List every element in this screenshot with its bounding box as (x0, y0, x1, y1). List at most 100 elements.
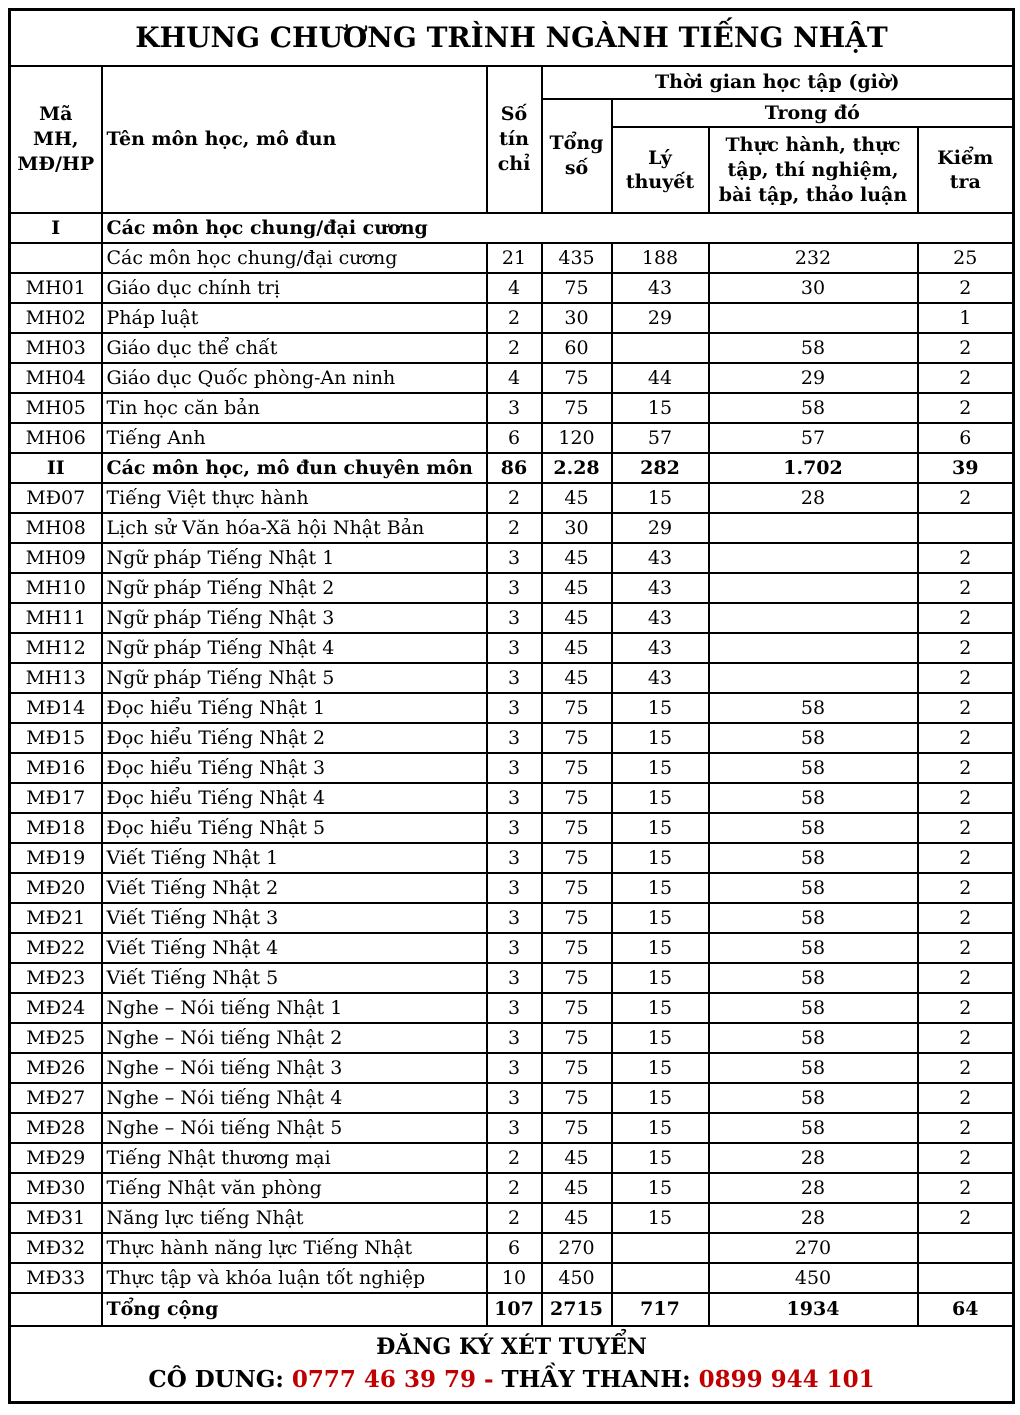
cell-practice: 58 (707, 752, 919, 785)
cell-total: 75 (540, 842, 613, 875)
cell-theory: 15 (610, 902, 710, 935)
cell-practice (707, 632, 919, 665)
cell-total: 2715 (540, 1292, 613, 1328)
page-title: KHUNG CHƯƠNG TRÌNH NGÀNH TIẾNG NHẬT (8, 8, 1015, 67)
cell-name: Các môn học, mô đun chuyên môn (100, 452, 488, 485)
cell-code: MĐ27 (8, 1082, 103, 1115)
cell-code: MĐ29 (8, 1142, 103, 1175)
cell-exam: 2 (916, 1202, 1015, 1235)
phone-number: 0777 46 39 79 (291, 1365, 476, 1393)
cell-name: Ngữ pháp Tiếng Nhật 2 (100, 572, 488, 605)
cell-theory: 15 (610, 392, 710, 425)
cell-exam: 2 (916, 662, 1015, 695)
cell-name: Nghe – Nói tiếng Nhật 3 (100, 1052, 488, 1085)
cell-credits: 3 (485, 962, 543, 995)
header-name: Tên môn học, mô đun (100, 64, 488, 215)
table-body: I Các môn học chung/đại cương Các môn học … (8, 212, 1015, 1328)
table-row: MH01 Giáo dục chính trị 4 75 43 30 2 (8, 272, 1015, 305)
table-row: MĐ25 Nghe – Nói tiếng Nhật 2 3 75 15 58 2 (8, 1022, 1015, 1055)
cell-total: 75 (540, 692, 613, 725)
cell-practice: 58 (707, 782, 919, 815)
cell-practice: 58 (707, 1052, 919, 1085)
cell-credits: 21 (485, 242, 543, 275)
cell-theory: 15 (610, 872, 710, 905)
cell-credits: 3 (485, 782, 543, 815)
cell-theory: 29 (610, 302, 710, 335)
cell-credits: 3 (485, 752, 543, 785)
cell-credits: 6 (485, 1232, 543, 1265)
cell-name: Đọc hiểu Tiếng Nhật 4 (100, 782, 488, 815)
cell-code: MH05 (8, 392, 103, 425)
table-row: MĐ17 Đọc hiểu Tiếng Nhật 4 3 75 15 58 2 (8, 782, 1015, 815)
cell-credits: 3 (485, 872, 543, 905)
cell-code: MĐ16 (8, 752, 103, 785)
cell-credits: 3 (485, 1112, 543, 1145)
cell-theory: 15 (610, 752, 710, 785)
table-row: MĐ21 Viết Tiếng Nhật 3 3 75 15 58 2 (8, 902, 1015, 935)
cell-total: 75 (540, 1022, 613, 1055)
cell-exam: 2 (916, 962, 1015, 995)
cell-name: Viết Tiếng Nhật 5 (100, 962, 488, 995)
cell-total: 75 (540, 902, 613, 935)
table-row: MĐ16 Đọc hiểu Tiếng Nhật 3 3 75 15 58 2 (8, 752, 1015, 785)
cell-code: MH12 (8, 632, 103, 665)
cell-theory: 57 (610, 422, 710, 455)
cell-practice: 58 (707, 842, 919, 875)
cell-total: 120 (540, 422, 613, 455)
cell-theory: 15 (610, 782, 710, 815)
cell-credits: 2 (485, 302, 543, 335)
header-practice: Thực hành, thực tập, thí nghiệm, bài tập… (707, 126, 919, 215)
table-row: MH05 Tin học căn bản 3 75 15 58 2 (8, 392, 1015, 425)
header-row-1: Mã MH, MĐ/HP Tên môn học, mô đun Số tín … (8, 64, 1015, 215)
cell-name: Thực tập và khóa luận tốt nghiệp (100, 1262, 488, 1295)
cell-name: Đọc hiểu Tiếng Nhật 1 (100, 692, 488, 725)
cell-total: 45 (540, 542, 613, 575)
table-row: MH10 Ngữ pháp Tiếng Nhật 2 3 45 43 2 (8, 572, 1015, 605)
cell-code: MĐ32 (8, 1232, 103, 1265)
cell-code: MH03 (8, 332, 103, 365)
cell-name: Ngữ pháp Tiếng Nhật 1 (100, 542, 488, 575)
cell-total: 30 (540, 302, 613, 335)
cell-credits: 6 (485, 422, 543, 455)
cell-practice: 58 (707, 932, 919, 965)
cell-credits: 2 (485, 1172, 543, 1205)
cell-theory: 15 (610, 932, 710, 965)
cell-practice: 58 (707, 872, 919, 905)
cell-code: MĐ24 (8, 992, 103, 1025)
cell-name: Đọc hiểu Tiếng Nhật 3 (100, 752, 488, 785)
header-row-3: Lý thuyết Thực hành, thực tập, thí nghiệ… (10, 126, 1015, 215)
cell-practice: 58 (707, 1082, 919, 1115)
cell-credits: 3 (485, 932, 543, 965)
cell-credits: 3 (485, 392, 543, 425)
cell-credits: 107 (485, 1292, 543, 1328)
cell-practice: 58 (707, 722, 919, 755)
cell-theory: 43 (610, 272, 710, 305)
header-row-2: Tổng số Trong đó (10, 97, 1015, 215)
section-summary-row: II Các môn học, mô đun chuyên môn 86 2.28 28… (8, 452, 1015, 485)
cell-code: MĐ14 (8, 692, 103, 725)
cell-theory: 43 (610, 572, 710, 605)
table-row: MĐ30 Tiếng Nhật văn phòng 2 45 15 28 2 (8, 1172, 1015, 1205)
cell-total: 435 (540, 242, 613, 275)
cell-exam: 2 (916, 572, 1015, 605)
cell-practice: 58 (707, 332, 919, 365)
table-row: MH06 Tiếng Anh 6 120 57 57 6 (8, 422, 1015, 455)
cell-exam: 39 (916, 452, 1015, 485)
cell-exam: 2 (916, 932, 1015, 965)
cell-practice: 29 (707, 362, 919, 395)
cell-credits: 3 (485, 572, 543, 605)
cell-practice: 1.702 (707, 452, 919, 485)
cell-practice: 58 (707, 1022, 919, 1055)
phone-number: - (475, 1365, 502, 1393)
cell-credits: 86 (485, 452, 543, 485)
cell-practice: 450 (707, 1262, 919, 1295)
cell-total: 60 (540, 332, 613, 365)
cell-total: 45 (540, 1142, 613, 1175)
cell-code (8, 1292, 103, 1328)
cell-code: MH06 (8, 422, 103, 455)
cell-exam: 2 (916, 602, 1015, 635)
cell-theory: 717 (610, 1292, 710, 1328)
table-row: MĐ33 Thực tập và khóa luận tốt nghiệp 10 45… (8, 1262, 1015, 1295)
cell-code: MĐ31 (8, 1202, 103, 1235)
